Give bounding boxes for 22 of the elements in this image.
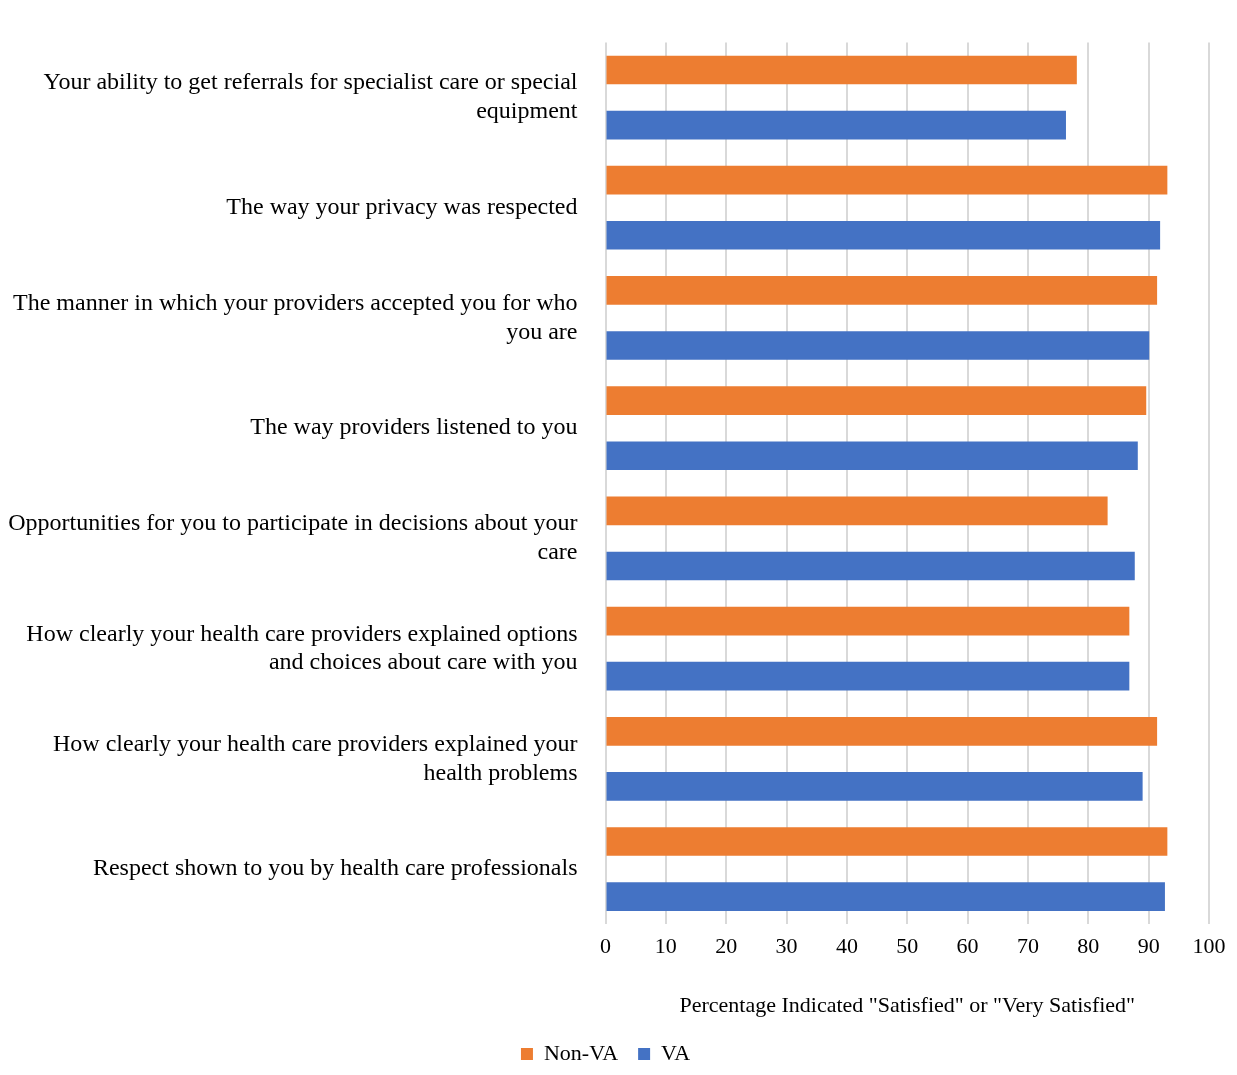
x-tick-label: 100 bbox=[1192, 933, 1226, 959]
x-tick-label: 30 bbox=[775, 933, 798, 959]
legend-label: Non-VA bbox=[543, 1039, 619, 1065]
y-tick-label: Opportunities for you to participate in decisions about your care bbox=[8, 509, 578, 565]
y-tick-label: Respect shown to you by health care professionals bbox=[92, 854, 578, 881]
x-tick-label: 80 bbox=[1077, 933, 1100, 959]
x-tick-label: 20 bbox=[715, 933, 738, 959]
x-tick-label: 60 bbox=[956, 933, 979, 959]
x-axis-title: Percentage Indicated "Satisfied" or "Very Satisfied" bbox=[679, 991, 1136, 1017]
y-tick-label: The way your privacy was respected bbox=[226, 193, 578, 220]
x-tick-label: 90 bbox=[1137, 933, 1160, 959]
y-tick-label: The manner in which your providers accepted you for who you are bbox=[13, 288, 578, 344]
x-tick-label: 0 bbox=[600, 933, 611, 959]
x-tick-label: 50 bbox=[896, 933, 919, 959]
y-tick-label: How clearly your health care providers explained your health problems bbox=[53, 729, 578, 785]
legend-label: VA bbox=[661, 1039, 691, 1065]
y-tick-label: Your ability to get referrals for specialist care or special equipment bbox=[43, 68, 578, 124]
y-tick-label: How clearly your health care providers explained options and choices about care with you bbox=[26, 619, 578, 675]
x-tick-label: 40 bbox=[835, 933, 858, 959]
x-tick-label: 70 bbox=[1016, 933, 1039, 959]
x-tick-label: 10 bbox=[654, 933, 677, 959]
y-tick-label: The way providers listened to you bbox=[250, 413, 578, 440]
